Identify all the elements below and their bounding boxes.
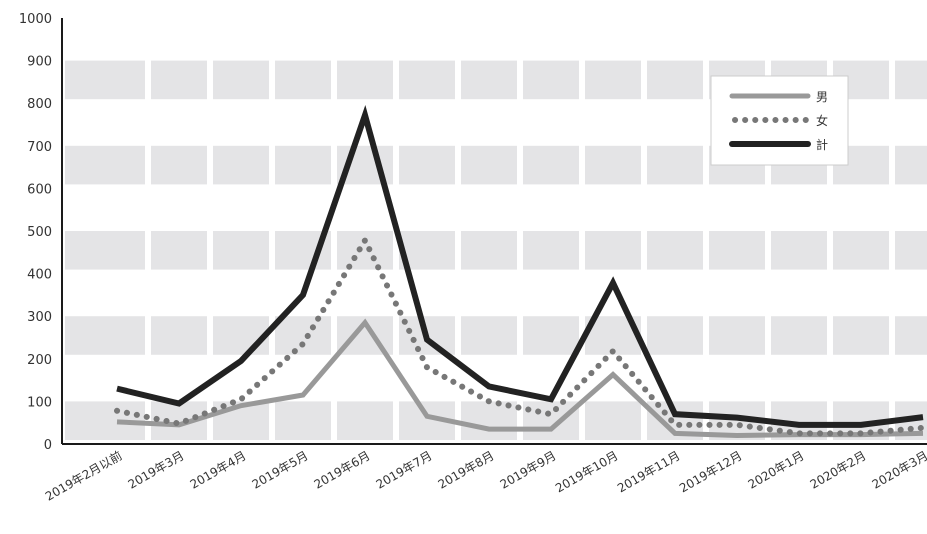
grid-band-cell: [585, 60, 641, 100]
grid-band-cell: [337, 401, 393, 440]
legend-label: 計: [816, 137, 828, 152]
x-tick-label: 2019年7月: [374, 448, 435, 491]
series-line-女: [114, 234, 926, 437]
grid-band-cell: [647, 231, 703, 270]
y-axis-ticks: 0 100 200 300 400 500 600 700 800 900 1000: [19, 12, 52, 453]
grid-band-cell: [523, 145, 579, 185]
x-tick-label: 2019年6月: [312, 448, 373, 491]
grid-band-cell: [895, 60, 927, 100]
grid-band-cell: [151, 316, 207, 355]
grid-band-cell: [275, 316, 331, 355]
x-tick-label: 2019年2月以前: [42, 448, 124, 504]
grid-band-cell: [895, 231, 927, 270]
grid-band-cell: [647, 145, 703, 185]
x-tick-label: 2020年1月: [746, 448, 807, 491]
grid-band-cell: [213, 231, 269, 270]
grid-band-cell: [709, 316, 765, 355]
y-tick-label: 1000: [19, 12, 52, 27]
grid-band-cell: [461, 145, 517, 185]
y-tick-label: 300: [27, 310, 52, 325]
grid-band-cell: [461, 316, 517, 355]
grid-band-cell: [151, 231, 207, 270]
y-tick-label: 600: [27, 182, 52, 197]
grid-band-cell: [523, 401, 579, 440]
grid-band-cell: [585, 401, 641, 440]
grid-band-cell: [709, 231, 765, 270]
grid-band-cell: [275, 60, 331, 100]
grid-band-cell: [771, 316, 827, 355]
grid-band-cell: [523, 231, 579, 270]
grid-band-cell: [647, 316, 703, 355]
grid-band-cell: [275, 145, 331, 185]
grid-band-cell: [65, 60, 145, 100]
x-tick-label: 2019年8月: [436, 448, 497, 491]
grid-band-cell: [523, 316, 579, 355]
x-tick-label: 2019年3月: [126, 448, 187, 491]
x-tick-label: 2019年4月: [188, 448, 249, 491]
grid-band-cell: [771, 231, 827, 270]
grid-band-cell: [461, 231, 517, 270]
grid-band-cell: [213, 316, 269, 355]
x-tick-label: 2019年5月: [250, 448, 311, 491]
grid-band-cell: [833, 231, 889, 270]
y-tick-label: 500: [27, 225, 52, 240]
x-tick-label: 2019年10月: [553, 448, 620, 495]
series-lines: [114, 105, 926, 438]
x-axis-ticks: 2019年2月以前 2019年3月 2019年4月 2019年5月 2019年6月 201…: [42, 448, 927, 504]
grid-band-cell: [585, 231, 641, 270]
x-tick-label: 2019年11月: [615, 448, 682, 495]
grid-band-cell: [399, 60, 455, 100]
grid-band-cell: [65, 316, 145, 355]
grid-band-cell: [151, 145, 207, 185]
x-tick-label: 2019年12月: [677, 448, 744, 495]
y-tick-label: 900: [27, 55, 52, 70]
grid-band-cell: [65, 231, 145, 270]
grid-band-cell: [895, 316, 927, 355]
grid-band-cell: [461, 60, 517, 100]
y-tick-label: 200: [27, 353, 52, 368]
grid-band-cell: [585, 145, 641, 185]
grid-band-cell: [65, 145, 145, 185]
grid-bands: [65, 60, 927, 440]
y-tick-label: 0: [44, 438, 52, 453]
grid-band-cell: [275, 401, 331, 440]
y-tick-label: 800: [27, 97, 52, 112]
grid-band-cell: [895, 145, 927, 185]
grid-band-cell: [213, 145, 269, 185]
y-tick-label: 700: [27, 140, 52, 155]
series-line-計: [116, 105, 924, 428]
legend-label: 女: [816, 113, 828, 128]
grid-band-cell: [337, 231, 393, 270]
grid-band-cell: [647, 60, 703, 100]
y-tick-label: 100: [27, 395, 52, 410]
y-tick-label: 400: [27, 268, 52, 283]
x-tick-label: 2020年2月: [808, 448, 869, 491]
grid-band-cell: [337, 60, 393, 100]
grid-band-cell: [833, 316, 889, 355]
legend-label: 男: [816, 90, 828, 104]
grid-band-cell: [523, 60, 579, 100]
grid-band-cell: [151, 60, 207, 100]
grid-band-cell: [399, 145, 455, 185]
x-tick-label: 2020年3月: [870, 448, 927, 491]
x-tick-label: 2019年9月: [498, 448, 559, 491]
legend: 男女計: [710, 75, 849, 166]
grid-band-cell: [213, 60, 269, 100]
